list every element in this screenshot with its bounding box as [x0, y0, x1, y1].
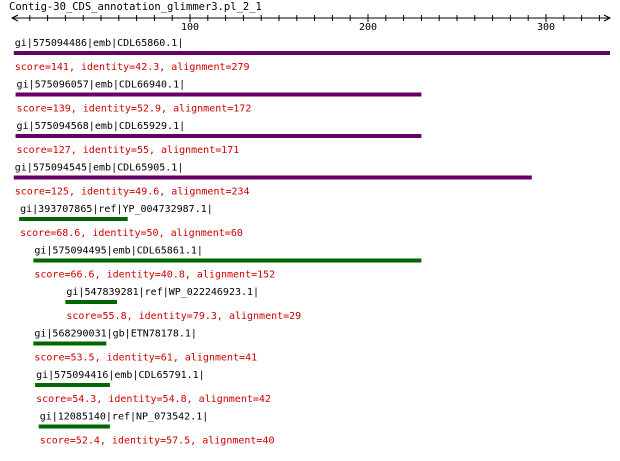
hit-row[interactable]: gi|575094568|emb|CDL65929.1| score=127, i… [15, 121, 422, 156]
hit-accession-label: gi|575094568|emb|CDL65929.1| [17, 121, 186, 132]
hit-alignment-bar[interactable] [13, 175, 532, 180]
hit-alignment-bar[interactable] [33, 258, 422, 263]
hit-row[interactable]: gi|12085140|ref|NP_073542.1| score=52.4, … [38, 412, 275, 447]
hit-score-stats: score=68.6, identity=50, alignment=60 [20, 228, 243, 239]
hit-score-stats: score=125, identity=49.6, alignment=234 [15, 187, 250, 198]
hit-alignment-bar[interactable] [65, 300, 118, 304]
hit-row[interactable]: gi|575094545|emb|CDL65905.1| score=125, i… [13, 163, 532, 198]
hit-row[interactable]: gi|575094416|emb|CDL65791.1| score=54.3, … [35, 370, 271, 405]
hit-alignment-bar[interactable] [15, 92, 422, 97]
hit-alignment-bar[interactable] [33, 341, 107, 346]
hit-score-stats: score=139, identity=52.9, alignment=172 [17, 104, 252, 115]
hit-score-stats: score=66.6, identity=40.8, alignment=152 [34, 270, 275, 281]
hit-row[interactable]: gi|393707865|ref|YP_004732987.1| score=68… [19, 204, 243, 239]
hit-accession-label: gi|568290031|gb|ETN78178.1| [34, 329, 197, 340]
hit-alignment-bar[interactable] [35, 383, 110, 387]
hit-row[interactable]: gi|575096057|emb|CDL66940.1| score=139, i… [15, 80, 422, 115]
hit-accession-label: gi|575094495|emb|CDL65861.1| [34, 246, 203, 257]
hit-list: gi|575094486|emb|CDL65860.1| score=141, i… [13, 38, 610, 447]
position-ruler: 100 200 300 [10, 14, 612, 33]
ruler-left-arrow [10, 14, 19, 22]
diagram-title: Contig-30_CDS_annotation_glimmer3.pl_2_1 [9, 1, 262, 13]
ruler-right-arrow [603, 14, 612, 22]
hit-accession-label: gi|575094486|emb|CDL65860.1| [15, 38, 184, 49]
hit-alignment-bar[interactable] [38, 424, 110, 429]
hit-accession-label: gi|393707865|ref|YP_004732987.1| [20, 204, 213, 215]
hit-accession-label: gi|575094416|emb|CDL65791.1| [36, 370, 205, 381]
ruler-tick-label: 300 [537, 22, 555, 33]
hit-score-stats: score=55.8, identity=79.3, alignment=29 [66, 311, 301, 322]
hit-row[interactable]: gi|568290031|gb|ETN78178.1| score=53.5, i… [33, 329, 257, 364]
hit-accession-label: gi|575096057|emb|CDL66940.1| [17, 80, 186, 91]
hit-accession-label: gi|547839281|ref|WP_022246923.1| [66, 287, 259, 298]
hit-alignment-bar[interactable] [13, 51, 610, 55]
hit-score-stats: score=52.4, identity=57.5, alignment=40 [40, 436, 275, 447]
hit-accession-label: gi|12085140|ref|NP_073542.1| [40, 412, 209, 423]
ruler-tick-label: 200 [359, 22, 377, 33]
hit-alignment-bar[interactable] [19, 217, 128, 221]
hit-accession-label: gi|575094545|emb|CDL65905.1| [15, 163, 184, 174]
ruler-tick-label: 100 [181, 22, 199, 33]
hit-score-stats: score=54.3, identity=54.8, alignment=42 [36, 394, 271, 405]
hit-score-stats: score=127, identity=55, alignment=171 [17, 145, 240, 156]
hit-row[interactable]: gi|575094486|emb|CDL65860.1| score=141, i… [13, 38, 610, 73]
hit-row[interactable]: gi|547839281|ref|WP_022246923.1| score=55… [65, 287, 301, 322]
hit-score-stats: score=53.5, identity=61, alignment=41 [34, 353, 257, 364]
hit-row[interactable]: gi|575094495|emb|CDL65861.1| score=66.6, … [33, 246, 422, 281]
hit-alignment-bar[interactable] [15, 134, 422, 138]
hit-score-stats: score=141, identity=42.3, alignment=279 [15, 62, 250, 73]
